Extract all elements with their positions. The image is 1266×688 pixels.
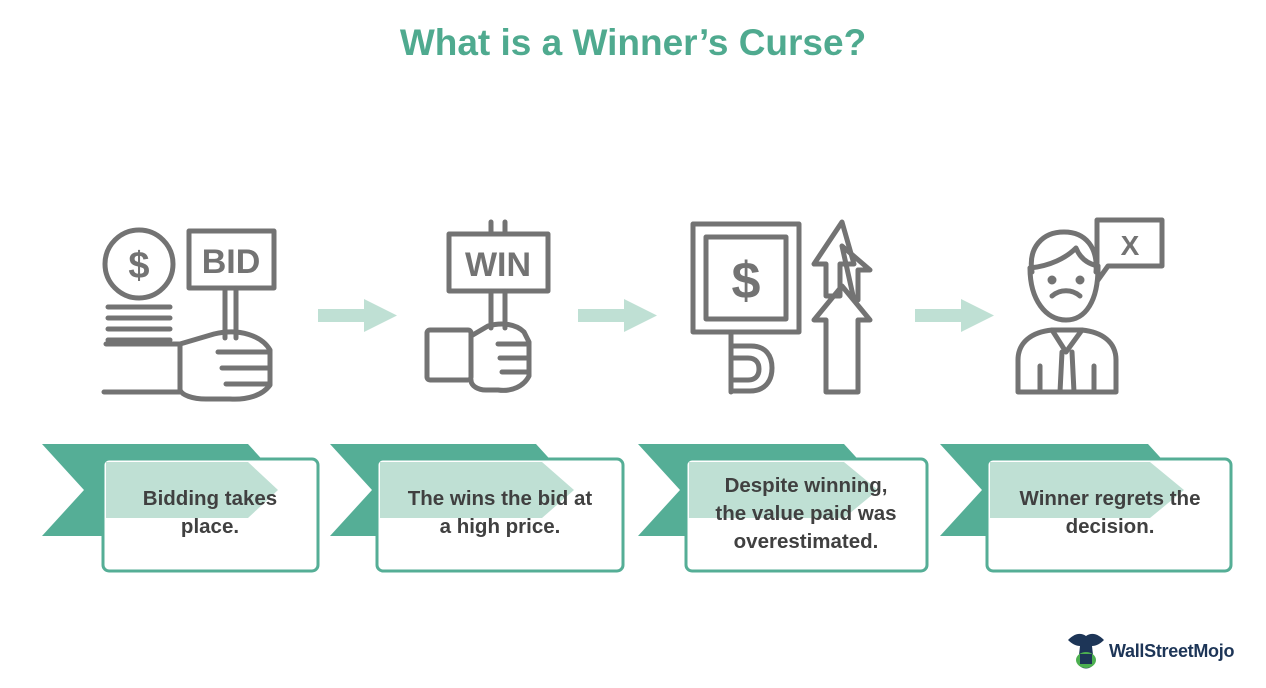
step-3-line-3: overestimated. [733, 530, 879, 553]
step-2-line-1: The wins the bid at [407, 487, 593, 510]
step-4-text: Winner regrets the decision. [994, 480, 1226, 546]
flow-arrow-1 [318, 299, 397, 332]
step-1-text: Bidding takes place. [110, 480, 310, 546]
hand-holding-bid-sign-with-coins-icon [101, 227, 277, 402]
price-rising-arrows-icon [690, 219, 873, 395]
step-1-line-1: Bidding takes [142, 487, 278, 510]
step-3-label-shape [638, 444, 929, 573]
regretful-man-icon [1015, 217, 1165, 395]
win-sign-text: WIN [465, 246, 531, 284]
flow-arrow-2 [578, 299, 657, 332]
step-1-label-shape [42, 444, 320, 573]
tag-dollar-text: $ [732, 252, 761, 310]
step-3-line-2: the value paid was [715, 502, 897, 525]
step-2-text: The wins the bid at a high price. [382, 480, 618, 546]
step-4-label-shape [940, 444, 1233, 573]
step-2-line-2: a high price. [439, 515, 561, 538]
brand-name: WallStreetMojo [1109, 641, 1235, 661]
coin-dollar-text: $ [128, 245, 149, 287]
step-4-line-2: decision. [1065, 515, 1155, 538]
bid-sign-text: BID [202, 243, 261, 281]
step-1-line-2: place. [180, 515, 240, 538]
step-2-label-shape [330, 444, 625, 573]
hand-holding-win-sign-icon [424, 219, 551, 393]
step-3-text: Despite winning, the value paid was overes… [690, 470, 922, 558]
flow-arrow-3 [915, 299, 994, 332]
bull-logo-icon [1068, 633, 1104, 669]
step-3-line-1: Despite winning, [724, 474, 888, 497]
page-title: What is a Winner’s Curse? [399, 22, 867, 63]
step-4-line-1: Winner regrets the [1019, 487, 1201, 510]
speech-cross-text: X [1121, 230, 1140, 261]
